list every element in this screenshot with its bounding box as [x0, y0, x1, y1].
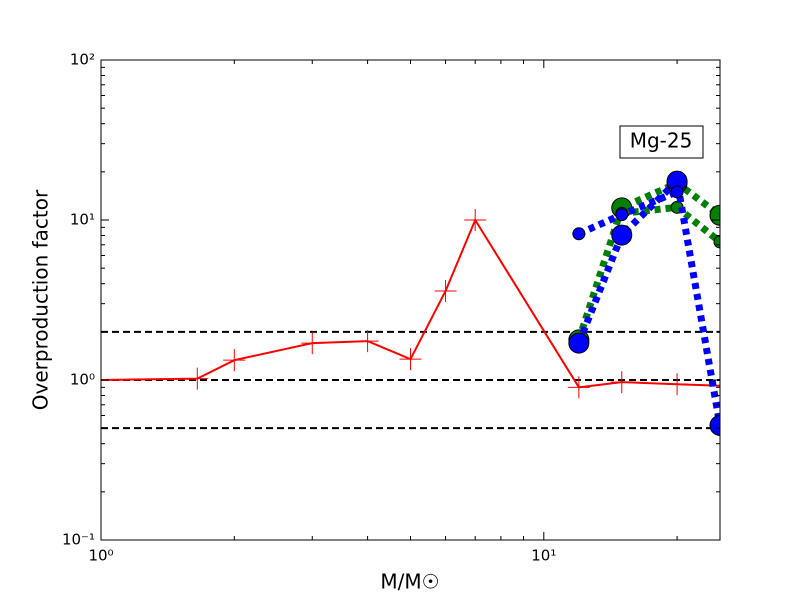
- annotation: Mg-25: [630, 129, 693, 153]
- x-tick-label: 10¹: [531, 547, 556, 565]
- x-axis-label: M/M☉: [380, 570, 439, 594]
- data-point: [670, 185, 684, 199]
- data-point: [709, 414, 720, 436]
- data-point: [611, 224, 633, 246]
- y-tick-label: 10²: [70, 51, 95, 69]
- data-point: [615, 208, 629, 222]
- y-tick-label: 10⁰: [70, 371, 95, 389]
- data-point: [572, 227, 586, 241]
- data-point: [186, 367, 209, 390]
- y-tick-label: 10¹: [70, 211, 95, 229]
- plot-area: [101, 170, 720, 436]
- data-point: [567, 376, 590, 399]
- data-point: [301, 332, 324, 355]
- y-tick-label: 10⁻¹: [62, 531, 95, 549]
- x-tick-label: 10⁰: [88, 547, 113, 565]
- series-line: [575, 173, 720, 427]
- data-point: [434, 279, 457, 302]
- data-point: [610, 371, 633, 394]
- data-point: [399, 348, 422, 371]
- data-point: [356, 330, 379, 353]
- data-point: [464, 209, 487, 231]
- data-point: [568, 332, 590, 354]
- data-point: [666, 373, 689, 396]
- y-axis-label: Overproduction factor: [29, 189, 53, 410]
- annotation-box: [619, 125, 704, 159]
- data-point: [223, 349, 246, 372]
- series-line: [575, 179, 720, 342]
